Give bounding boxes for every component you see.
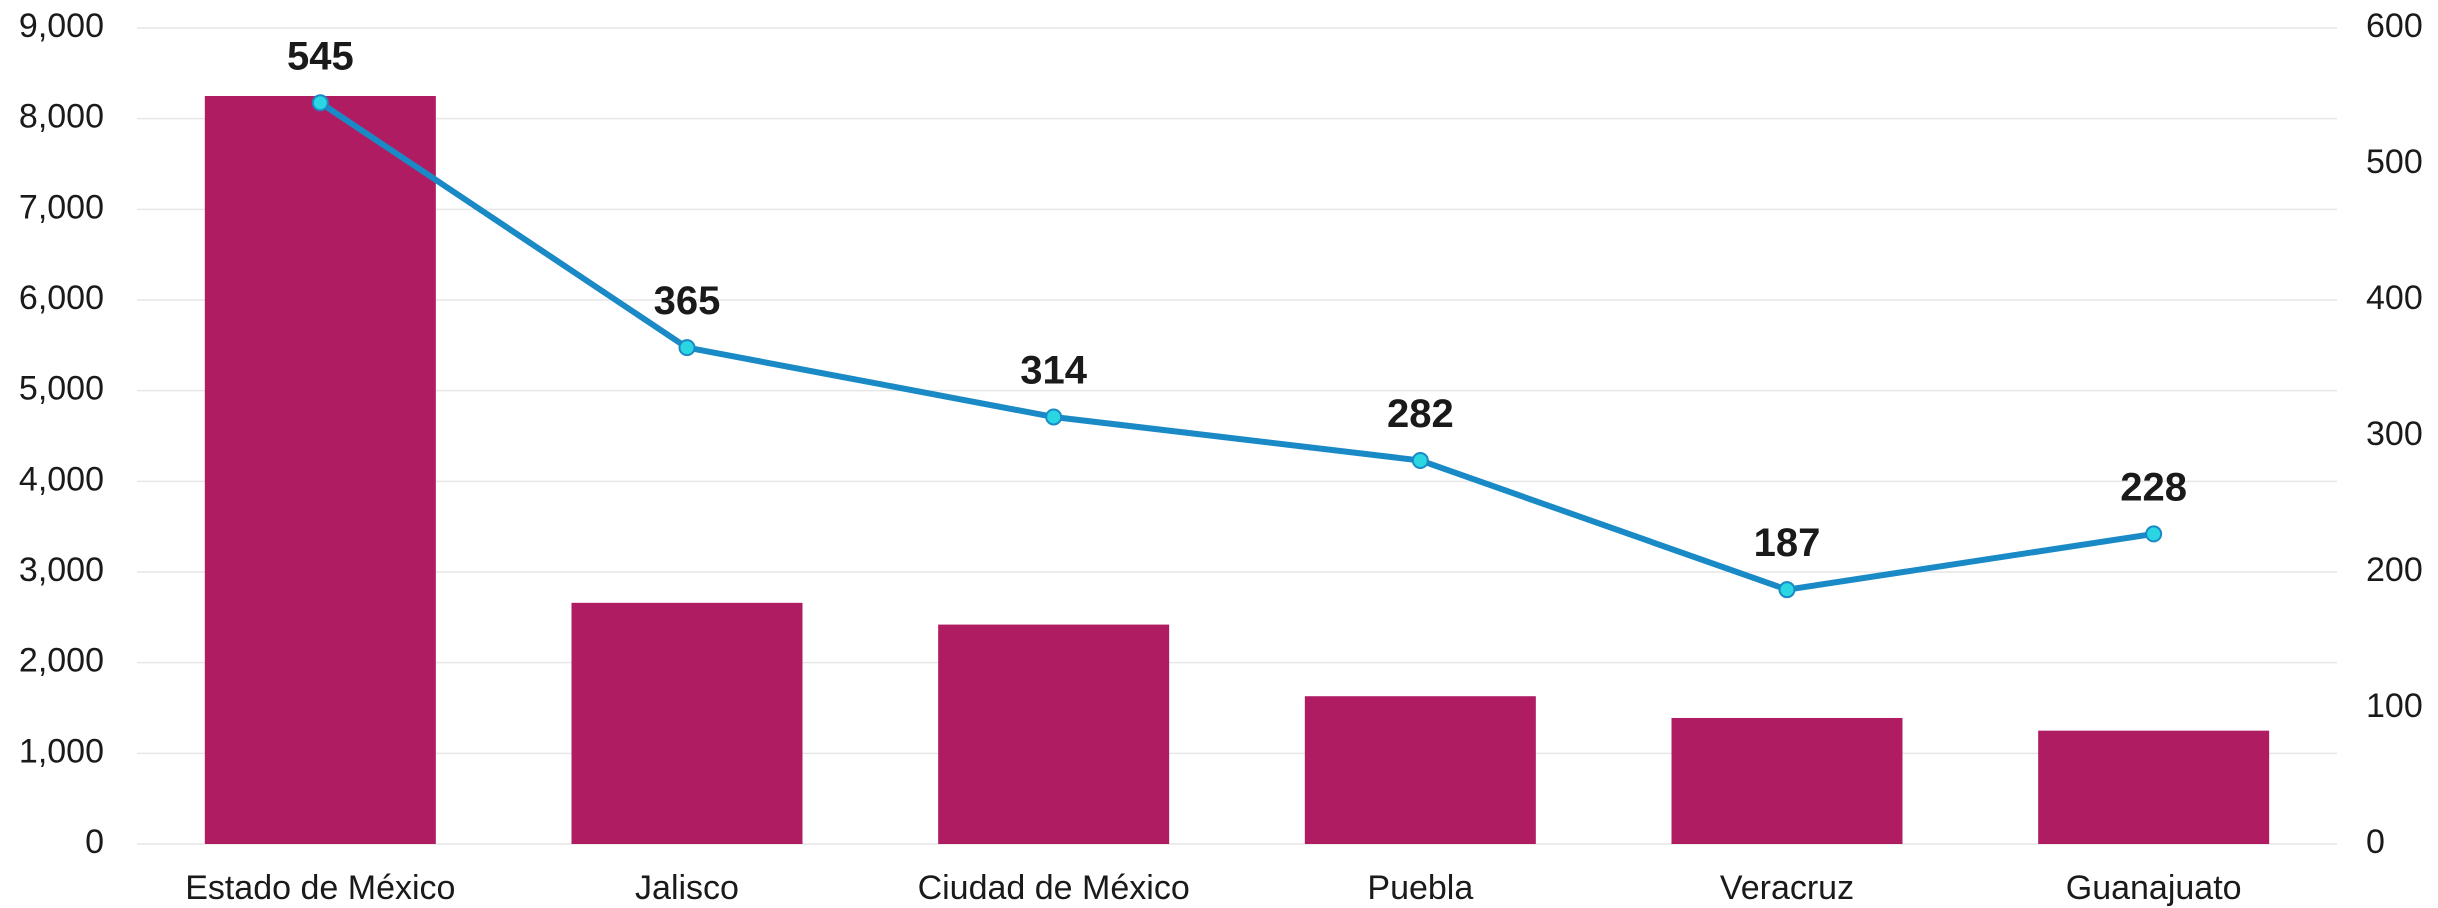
y2-tick-label: 500: [2366, 143, 2423, 181]
x-tick-label: Ciudad de México: [918, 869, 1190, 907]
data-label: 365: [654, 279, 721, 323]
line: [318, 100, 2155, 593]
y-tick-label: 3,000: [19, 551, 104, 589]
y-tick-label: 1,000: [19, 732, 104, 770]
y-tick-label: 0: [85, 823, 104, 861]
y-tick-label: 4,000: [19, 460, 104, 498]
y2-tick-label: 600: [2366, 7, 2423, 45]
data-label: 282: [1387, 392, 1454, 436]
x-tick-label: Puebla: [1367, 869, 1473, 907]
line-marker: [1045, 408, 1063, 426]
bar: [571, 602, 803, 844]
bar: [938, 624, 1170, 844]
data-label: 228: [2120, 465, 2187, 509]
y2-tick-label: 200: [2366, 551, 2423, 589]
y-tick-label: 7,000: [19, 188, 104, 226]
y-tick-label: 2,000: [19, 642, 104, 680]
x-tick-label: Estado de México: [185, 869, 455, 907]
y2-tick-label: 0: [2366, 823, 2385, 861]
x-tick-label: Veracruz: [1720, 869, 1854, 907]
bar: [204, 96, 436, 844]
line-marker: [1778, 581, 1796, 599]
x-tick-label: Jalisco: [635, 869, 739, 907]
y-tick-label: 9,000: [19, 7, 104, 45]
data-label: 187: [1754, 521, 1821, 565]
bar: [1304, 696, 1536, 844]
line-marker: [311, 94, 329, 112]
line-marker: [1411, 451, 1429, 469]
y-tick-label: 8,000: [19, 98, 104, 136]
data-label: 545: [287, 34, 354, 78]
bar: [2038, 730, 2270, 844]
x-tick-label: Guanajuato: [2066, 869, 2242, 907]
y2-tick-label: 300: [2366, 415, 2423, 453]
bar: [1671, 717, 1903, 844]
line-marker: [678, 339, 696, 357]
data-label: 314: [1020, 349, 1087, 393]
y2-tick-label: 400: [2366, 279, 2423, 317]
line-marker: [2145, 525, 2163, 543]
y-tick-label: 5,000: [19, 370, 104, 408]
y-tick-label: 6,000: [19, 279, 104, 317]
y2-tick-label: 100: [2366, 687, 2423, 725]
